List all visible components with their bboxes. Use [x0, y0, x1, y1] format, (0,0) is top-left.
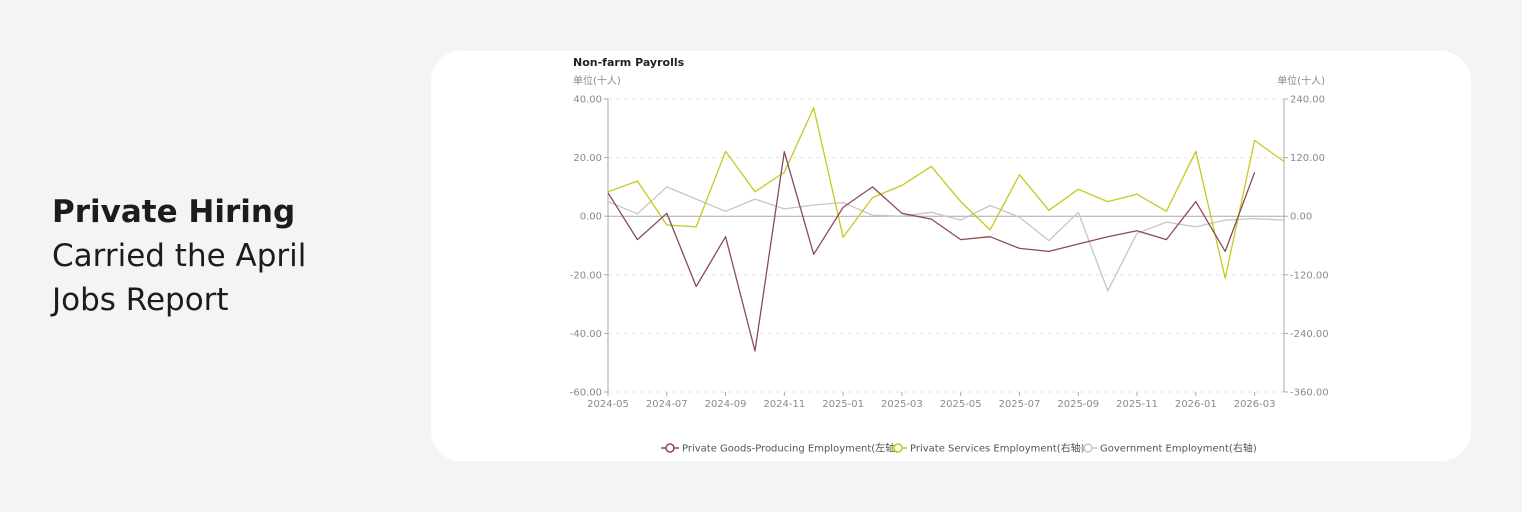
x-tick-label: 2025-05	[940, 399, 982, 410]
headline-line-1: Private Hiring	[52, 194, 296, 230]
series-lines	[607, 107, 1285, 352]
x-tick-label: 2025-03	[881, 399, 923, 410]
headline: Private Hiring Carried the April Jobs Re…	[52, 190, 382, 322]
left-tick-label: 0.00	[580, 212, 602, 223]
legend: Private Goods-Producing Employment(左轴) Pr…	[661, 442, 1257, 455]
right-tick-label: 0.00	[1290, 212, 1312, 223]
payrolls-chart: Non-farm Payrolls 单位(十人) 单位(十人) 40.00 240…	[570, 56, 1329, 455]
x-tick-label: 2025-11	[1116, 399, 1158, 410]
series-line-2	[607, 186, 1285, 292]
right-tick-label: -120.00	[1290, 270, 1329, 281]
legend-swatch-marker[interactable]	[1083, 443, 1093, 453]
x-tick-label: 2024-07	[646, 399, 688, 410]
left-axis-unit: 单位(十人)	[573, 74, 621, 87]
chart-card: Non-farm Payrolls 单位(十人) 单位(十人) 40.00 240…	[431, 51, 1471, 461]
left-tick-label: 40.00	[573, 95, 602, 106]
x-tick-label: 2024-05	[587, 399, 629, 410]
x-tick-label: 2024-11	[763, 399, 805, 410]
x-tick-label: 2025-07	[999, 399, 1041, 410]
left-tick-label: 20.00	[573, 153, 602, 164]
axes: 40.00 240.00 20.00 120.00 0.00 0.00 -20.00 -120…	[570, 95, 1329, 411]
legend-swatch-marker[interactable]	[893, 443, 903, 453]
right-tick-label: -360.00	[1290, 388, 1329, 399]
headline-line-2: Carried the April	[52, 238, 307, 274]
left-tick-label: -20.00	[570, 270, 602, 281]
x-tick-label: 2025-01	[822, 399, 864, 410]
legend-label[interactable]: Private Goods-Producing Employment(左轴)	[682, 442, 899, 455]
chart-title: Non-farm Payrolls	[573, 56, 685, 69]
right-tick-label: -240.00	[1290, 329, 1329, 340]
x-tick-label: 2026-03	[1234, 399, 1276, 410]
x-tick-label: 2026-01	[1175, 399, 1217, 410]
grid-lines	[608, 98, 1284, 393]
legend-label[interactable]: Private Services Employment(右轴)	[910, 442, 1085, 455]
left-tick-label: -60.00	[570, 388, 602, 399]
series-line-1	[607, 107, 1285, 279]
right-tick-label: 120.00	[1290, 153, 1325, 164]
x-tick-label: 2024-09	[705, 399, 747, 410]
x-tick-label: 2025-09	[1057, 399, 1099, 410]
headline-line-3: Jobs Report	[52, 282, 229, 318]
series-line-0	[607, 151, 1256, 352]
right-tick-label: 240.00	[1290, 95, 1325, 106]
legend-swatch-marker[interactable]	[665, 443, 675, 453]
legend-label[interactable]: Government Employment(右轴)	[1100, 442, 1257, 455]
right-axis-unit: 单位(十人)	[1277, 74, 1325, 87]
left-tick-label: -40.00	[570, 329, 602, 340]
